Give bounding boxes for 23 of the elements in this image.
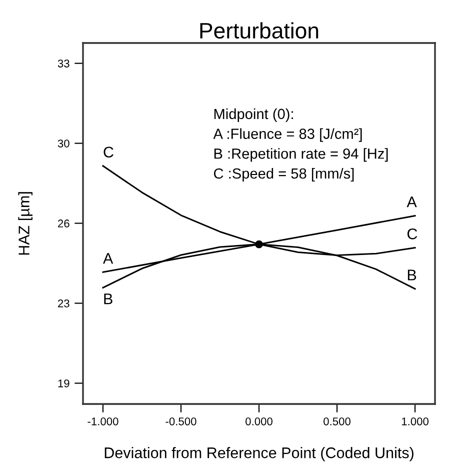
x-axis-title: Deviation from Reference Point (Coded Units) xyxy=(104,446,414,462)
series-label: A xyxy=(103,253,114,264)
y-tick-label: 30 xyxy=(58,140,70,148)
annotation: C :Speed = 58 [mm/s] xyxy=(214,168,354,182)
text: C xyxy=(407,228,418,240)
text: A xyxy=(406,196,417,208)
y-tick-label: 33 xyxy=(58,60,70,68)
x-tick-label: -0.500 xyxy=(166,417,196,426)
x-tick-label: 0.500 xyxy=(324,417,350,426)
y-tick-label: 19 xyxy=(58,379,70,388)
x-tick-label: -1.000 xyxy=(88,417,118,426)
series-label: C xyxy=(104,146,114,158)
y-axis-title: HAZ [µm] xyxy=(18,192,32,255)
text: B xyxy=(104,294,112,304)
annotation: B :Repetition rate = 94 [Hz] xyxy=(214,148,388,162)
x-tick-label: 0.000 xyxy=(246,417,272,426)
annotation: Midpoint (0): xyxy=(214,108,293,122)
y-tick-label: 23 xyxy=(58,300,70,308)
x-tick-label: 1.000 xyxy=(402,417,428,426)
annotation: A :Fluence = 83 [J/cm²] xyxy=(213,128,362,142)
series-label: B xyxy=(408,270,416,280)
chart-title: Perturbation xyxy=(200,22,318,39)
y-tick-label: 26 xyxy=(58,220,70,228)
